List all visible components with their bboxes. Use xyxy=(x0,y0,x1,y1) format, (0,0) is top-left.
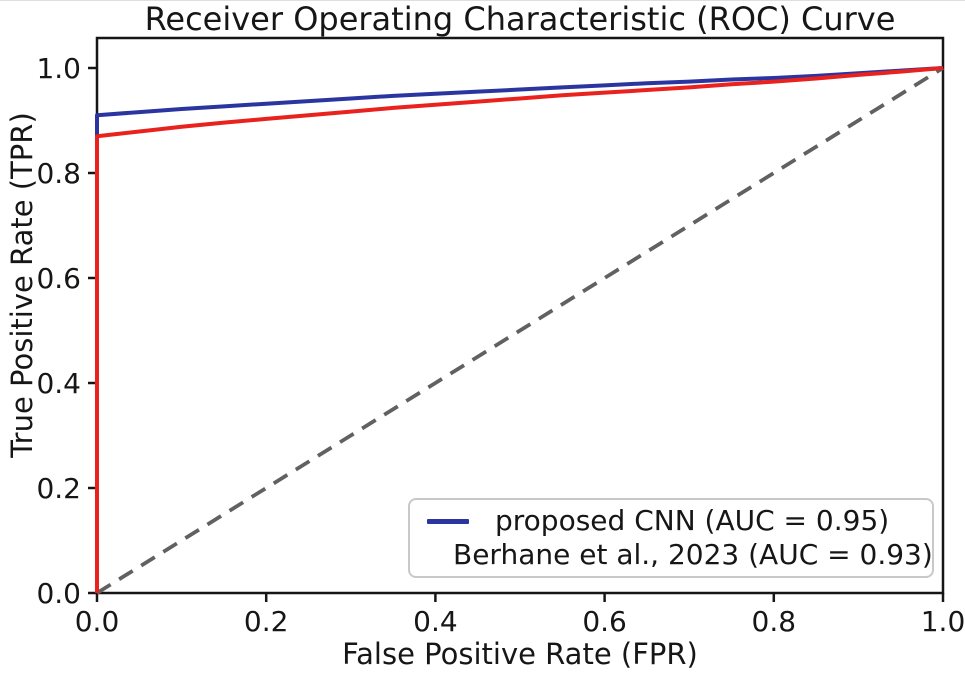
chance-diagonal-line xyxy=(95,66,945,595)
y-tick-label: 0.2 xyxy=(36,472,81,505)
y-tick-label: 0.8 xyxy=(36,157,81,190)
chart-title: Receiver Operating Characteristic (ROC) … xyxy=(145,0,896,38)
x-tick-label: 0.2 xyxy=(244,605,289,638)
axis-ticks: 0.0 0.2 0.4 0.6 0.8 1.0 0.0 0.2 0.4 0.6 0.8 1.0 xyxy=(36,52,965,638)
legend: proposed CNN (AUC = 0.95) Berhane et al.… xyxy=(408,498,934,578)
x-tick-label: 0.8 xyxy=(752,605,797,638)
legend-item-berhane: Berhane et al., 2023 (AUC = 0.93) xyxy=(410,538,933,571)
x-tick-label: 1.0 xyxy=(921,605,965,638)
plot-lines xyxy=(95,66,945,595)
roc-curve-1 xyxy=(95,66,944,593)
y-tick-label: 0.6 xyxy=(36,262,81,295)
legend-label: proposed CNN (AUC = 0.95) xyxy=(495,504,890,537)
y-axis-label: True Positive Rate (TPR) xyxy=(5,112,39,459)
x-tick-label: 0.4 xyxy=(413,605,458,638)
y-tick-label: 1.0 xyxy=(36,52,81,85)
legend-item-proposed-cnn: proposed CNN (AUC = 0.95) xyxy=(410,505,932,537)
x-tick-label: 0.6 xyxy=(582,605,627,638)
y-tick-label: 0.0 xyxy=(36,577,81,610)
legend-line-sample-blue xyxy=(427,518,469,524)
x-axis-label: False Positive Rate (FPR) xyxy=(342,637,698,671)
figure-top-border xyxy=(0,0,965,1)
legend-label: Berhane et al., 2023 (AUC = 0.93) xyxy=(453,538,933,571)
x-tick-label: 0.0 xyxy=(75,605,120,638)
roc-curve-0 xyxy=(95,66,944,593)
y-tick-label: 0.4 xyxy=(36,367,81,400)
